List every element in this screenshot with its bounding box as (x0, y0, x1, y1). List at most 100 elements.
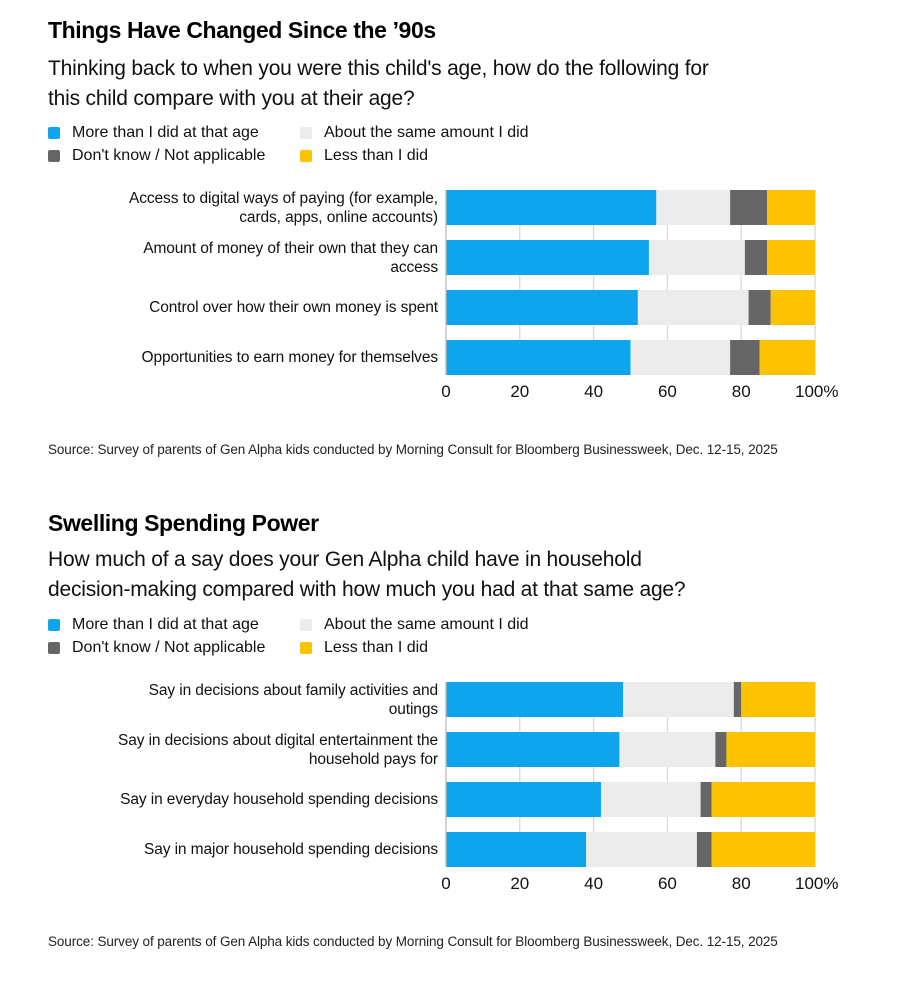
bar-segment-less (770, 290, 815, 325)
bar-segment-same (630, 340, 731, 375)
category-label-line: Say in everyday household spending decis… (120, 791, 438, 808)
x-tick-label: 80 (732, 874, 751, 893)
bar-segment-more (446, 732, 620, 767)
legend-swatch-dont-know (48, 149, 60, 162)
source-note: Source: Survey of parents of Gen Alpha k… (48, 442, 778, 457)
legend-swatch-less (300, 149, 312, 162)
chart-subtitle: Thinking back to when you were this chil… (48, 54, 848, 114)
bar-segment-less (711, 832, 815, 867)
bar-plot: 0 20 40 60 80 100% (441, 682, 838, 893)
legend-item-more: More than I did at that age (48, 121, 300, 144)
bar-segment-less (726, 732, 815, 767)
legend-label: Don't know / Not applicable (72, 147, 266, 164)
category-label: Say in everyday household spending decis… (58, 790, 438, 809)
bar-segment-dont-know (748, 290, 771, 325)
legend-item-dont-know: Don't know / Not applicable (48, 144, 300, 167)
legend-swatch-same (300, 126, 312, 139)
legend-swatch-same (300, 618, 312, 631)
legend-swatch-dont-know (48, 641, 60, 654)
bar-segment-dont-know (733, 682, 742, 717)
x-tick-label: 80 (732, 382, 751, 401)
bar-segment-dont-know (700, 782, 712, 817)
category-label: Control over how their own money is spen… (58, 298, 438, 317)
x-tick-label: 0 (441, 874, 450, 893)
category-label: Opportunities to earn money for themselv… (58, 348, 439, 367)
x-tick-label: 20 (510, 382, 529, 401)
bar-segment-less (767, 190, 815, 225)
chart-panel-1: Things Have Changed Since the ’90s Think… (0, 0, 900, 490)
legend-label: About the same amount I did (324, 616, 529, 633)
legend-item-more: More than I did at that age (48, 613, 300, 636)
subtitle-line: How much of a say does your Gen Alpha ch… (48, 548, 642, 571)
subtitle-line: Thinking back to when you were this chil… (48, 57, 709, 80)
legend-swatch-more (48, 126, 60, 139)
category-label-line: Access to digital ways of paying (for ex… (129, 189, 438, 207)
bar-segment-more (446, 190, 657, 225)
x-tick-label: 100% (795, 382, 838, 401)
legend-swatch-less (300, 641, 312, 654)
legend-label: Don't know / Not applicable (72, 639, 266, 656)
category-label-line: Opportunities to earn money for themselv… (141, 349, 439, 366)
bar-segment-same (600, 782, 701, 817)
x-tick-label: 0 (441, 382, 450, 401)
category-label: Say in decisions about family activities… (58, 681, 438, 719)
legend-swatch-more (48, 618, 60, 631)
x-tick-label: 20 (510, 874, 529, 893)
subtitle-line: decision-making compared with how much y… (48, 578, 686, 601)
category-label: Amount of money of their own that they c… (58, 239, 438, 277)
category-label-line: Amount of money of their own that they c… (143, 239, 438, 257)
bar-segment-dont-know (744, 240, 768, 275)
legend-label: About the same amount I did (324, 124, 529, 141)
category-label-line: household pays for (308, 750, 438, 768)
subtitle-line: this child compare with you at their age… (48, 87, 415, 110)
bar-segment-dont-know (730, 340, 760, 375)
bar-segment-less (767, 240, 815, 275)
chart-title: Swelling Spending Power (48, 510, 319, 536)
bar-segment-less (759, 340, 815, 375)
x-tick-label: 40 (584, 874, 603, 893)
category-label: Access to digital ways of paying (for ex… (58, 189, 438, 227)
bar-segment-more (446, 832, 587, 867)
category-label-line: cards, apps, online accounts) (239, 208, 438, 226)
category-label-line: Control over how their own money is spen… (149, 299, 438, 316)
bar-segment-more (446, 782, 601, 817)
bar-segment-dont-know (696, 832, 712, 867)
legend-item-less: Less than I did (300, 636, 428, 659)
source-note: Source: Survey of parents of Gen Alpha k… (48, 934, 778, 949)
legend-item-less: Less than I did (300, 144, 428, 167)
category-label: Say in major household spending decision… (58, 840, 438, 859)
bar-segment-more (446, 240, 649, 275)
bar-segment-more (446, 290, 638, 325)
bar-segment-dont-know (715, 732, 727, 767)
category-label-line: Say in decisions about digital entertain… (117, 731, 438, 749)
chart-title: Things Have Changed Since the ’90s (48, 17, 436, 43)
legend-item-same: About the same amount I did (300, 613, 529, 636)
bar-segment-less (711, 782, 815, 817)
bar-segment-more (446, 682, 624, 717)
x-tick-label: 60 (658, 874, 677, 893)
legend-label: More than I did at that age (72, 616, 259, 633)
bar-segment-same (648, 240, 745, 275)
x-tick-label: 60 (658, 382, 677, 401)
category-label: Say in decisions about digital entertain… (58, 731, 438, 769)
legend-item-same: About the same amount I did (300, 121, 529, 144)
bar-segment-more (446, 340, 631, 375)
x-tick-label: 40 (584, 382, 603, 401)
category-label-line: Say in decisions about family activities… (148, 681, 438, 699)
legend: More than I did at that age About the sa… (48, 121, 529, 167)
bar-segment-same (623, 682, 734, 717)
category-label-line: outings (388, 700, 438, 718)
category-label-line: access (390, 258, 438, 276)
category-label-line: Say in major household spending decision… (143, 841, 438, 858)
chart-subtitle: How much of a say does your Gen Alpha ch… (48, 545, 848, 605)
x-tick-label: 100% (795, 874, 838, 893)
legend-label: Less than I did (324, 639, 429, 656)
legend: More than I did at that age About the sa… (48, 613, 529, 659)
legend-label: More than I did at that age (72, 124, 259, 141)
bar-segment-dont-know (730, 190, 768, 225)
bar-segment-same (656, 190, 731, 225)
bar-segment-same (619, 732, 716, 767)
bar-segment-less (741, 682, 815, 717)
legend-item-dont-know: Don't know / Not applicable (48, 636, 300, 659)
